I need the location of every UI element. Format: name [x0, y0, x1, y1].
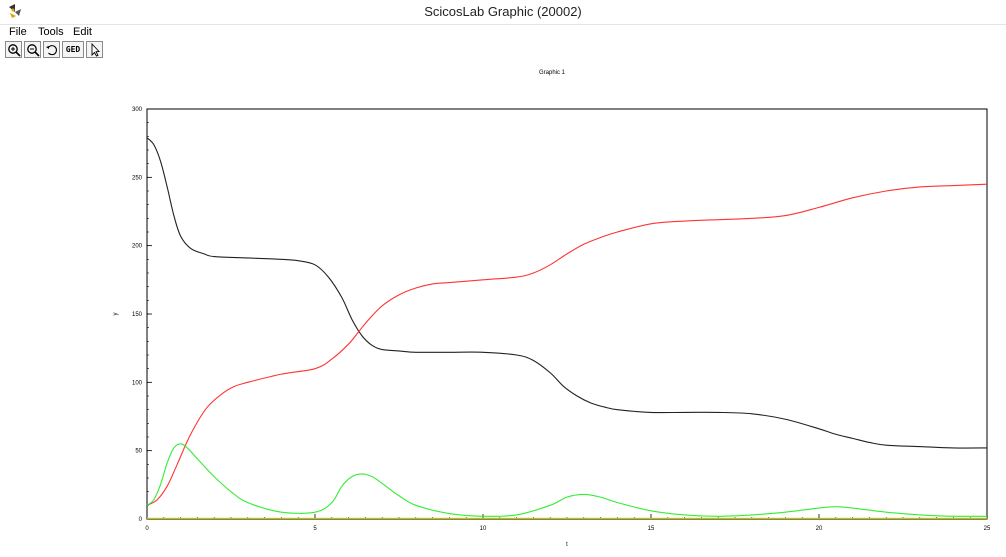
zoom-out-icon — [27, 44, 40, 57]
y-tick-label: 50 — [135, 449, 142, 455]
zoom-out-button[interactable] — [24, 41, 41, 58]
menu-bar: File Tools Edit — [0, 25, 1006, 40]
y-tick-label: 0 — [139, 517, 143, 523]
zoom-in-icon — [8, 44, 21, 57]
x-tick-label: 15 — [648, 526, 655, 532]
x-tick-label: 10 — [480, 526, 487, 532]
rotate-button[interactable] — [43, 41, 60, 58]
y-tick-label: 250 — [132, 175, 143, 181]
series-line-1 — [146, 183, 988, 506]
series-line-2 — [146, 443, 988, 517]
y-tick-label: 200 — [132, 244, 143, 250]
y-tick-label: 100 — [132, 380, 143, 386]
x-axis-label: t — [566, 542, 568, 548]
y-tick-label: 150 — [132, 312, 143, 318]
x-tick-label: 25 — [984, 526, 991, 532]
menu-file[interactable]: File — [9, 26, 27, 38]
x-tick-label: 5 — [313, 526, 317, 532]
series-line-0 — [146, 137, 988, 449]
y-axis: 0 50 100 150 200 250 300 — [132, 107, 152, 523]
menu-tools[interactable]: Tools — [38, 26, 64, 38]
minor-ticks — [146, 108, 988, 520]
select-pointer-button[interactable] — [86, 41, 103, 58]
x-tick-label: 20 — [816, 526, 823, 532]
chart-title: Graphic 1 — [539, 70, 566, 76]
x-tick-label: 0 — [145, 526, 149, 532]
ged-button[interactable]: GED — [62, 41, 84, 58]
window-title: ScicosLab Graphic (20002) — [424, 4, 582, 19]
y-tick-label: 300 — [132, 107, 143, 113]
menu-edit[interactable]: Edit — [73, 26, 92, 38]
pointer-arrow-icon — [91, 42, 100, 57]
title-bar: ScicosLab Graphic (20002) — [0, 0, 1006, 25]
plot-frame — [146, 108, 988, 520]
rotate-icon — [46, 45, 57, 56]
scicoslab-logo-icon — [9, 4, 21, 18]
series-layer — [146, 137, 988, 519]
y-axis-label: y — [113, 313, 119, 316]
x-axis: 0 5 10 15 20 25 — [145, 514, 991, 532]
zoom-in-button[interactable] — [5, 41, 22, 58]
